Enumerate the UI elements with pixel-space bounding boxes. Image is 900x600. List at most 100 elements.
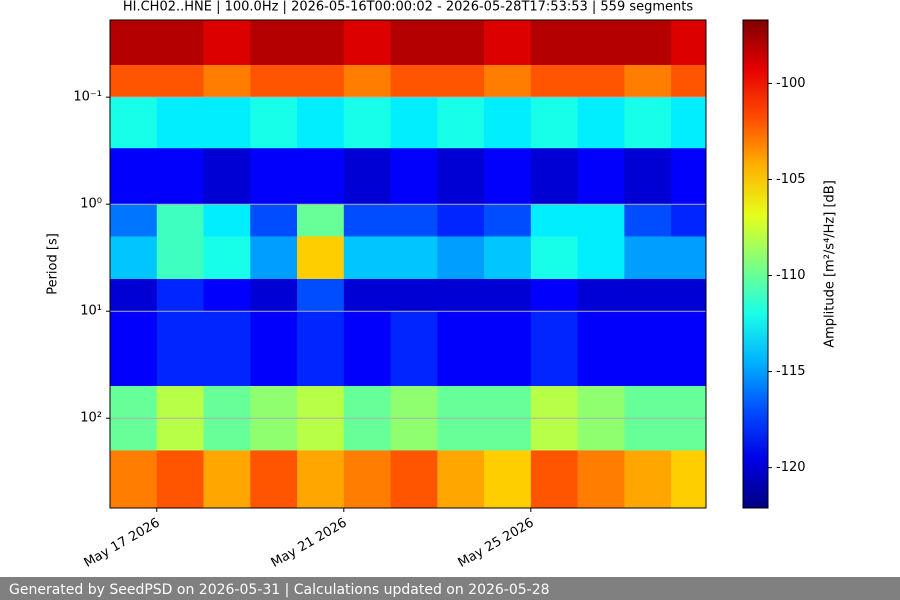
heatmap-cell <box>671 450 707 509</box>
heatmap-cell <box>437 279 485 312</box>
heatmap-cell <box>343 236 392 280</box>
heatmap-cell <box>343 311 392 387</box>
heatmap-cell <box>484 279 532 312</box>
heatmap-cell <box>437 64 485 98</box>
heatmap-cell <box>343 204 392 237</box>
chart-title: HI.CH02..HNE | 100.0Hz | 2026-05-16T00:0… <box>123 0 694 15</box>
heatmap-cell <box>110 20 158 66</box>
heatmap-cell <box>390 97 438 149</box>
heatmap-cell <box>297 97 345 149</box>
heatmap-cell <box>577 97 625 149</box>
heatmap-cell <box>110 311 158 387</box>
x-tick-label: May 17 2026 <box>82 516 163 571</box>
heatmap-cell <box>671 279 707 312</box>
y-tick-label: 10¹ <box>80 304 102 319</box>
heatmap-cell <box>343 279 392 312</box>
heatmap-cell <box>110 450 158 509</box>
heatmap-cell <box>203 148 251 205</box>
heatmap-cell <box>156 204 205 237</box>
heatmap-cell <box>343 20 392 66</box>
heatmap-cell <box>624 20 672 66</box>
heatmap-cell <box>577 450 625 509</box>
heatmap-cell <box>671 148 707 205</box>
heatmap-cell <box>156 311 205 387</box>
heatmap-cell <box>156 97 205 149</box>
y-tick-label: 10² <box>80 411 102 426</box>
heatmap-cell <box>624 311 672 387</box>
heatmap-cell <box>250 20 298 66</box>
heatmap-cell <box>250 148 298 205</box>
heatmap-cell <box>297 148 345 205</box>
heatmap-cell <box>110 204 158 237</box>
heatmap-cell <box>437 450 485 509</box>
heatmap-cell <box>530 20 579 66</box>
heatmap-cell <box>671 311 707 387</box>
heatmap-cell <box>297 279 345 312</box>
heatmap-cell <box>484 148 532 205</box>
heatmap-cell <box>110 236 158 280</box>
colorbar <box>742 19 769 509</box>
heatmap-cell <box>530 204 579 237</box>
heatmap-cell <box>343 148 392 205</box>
heatmap-cell <box>671 64 707 98</box>
heatmap-cell <box>390 279 438 312</box>
heatmap-cell <box>624 148 672 205</box>
heatmap-cell <box>530 236 579 280</box>
heatmap-cell <box>624 97 672 149</box>
heatmap-cell <box>530 97 579 149</box>
heatmap-cell <box>250 97 298 149</box>
heatmap-cell <box>343 450 392 509</box>
heatmap-cell <box>437 204 485 237</box>
heatmap-cell <box>437 20 485 66</box>
heatmap-cell <box>437 148 485 205</box>
heatmap-cell <box>671 204 707 237</box>
heatmap-cell <box>577 148 625 205</box>
heatmap-cell <box>250 236 298 280</box>
heatmap-cell <box>530 311 579 387</box>
heatmap-cell <box>250 311 298 387</box>
heatmap-cell <box>203 450 251 509</box>
heatmap-cell <box>671 20 707 66</box>
heatmap-cell <box>343 97 392 149</box>
heatmap-cell <box>484 450 532 509</box>
heatmap-cell <box>530 450 579 509</box>
heatmap-cell <box>530 64 579 98</box>
heatmap-cell <box>156 148 205 205</box>
heatmap-cell <box>156 450 205 509</box>
heatmap-cell <box>437 236 485 280</box>
heatmap-cell <box>297 236 345 280</box>
heatmap-cell <box>577 236 625 280</box>
heatmap-cell <box>484 236 532 280</box>
heatmap-cell <box>671 236 707 280</box>
heatmap-cell <box>297 311 345 387</box>
colorbar-tick-label: -105 <box>776 172 806 187</box>
heatmap-cell <box>156 279 205 312</box>
colorbar-tick-label: -120 <box>776 460 806 475</box>
heatmap-cell <box>390 64 438 98</box>
heatmap-cell <box>530 279 579 312</box>
heatmap-cell <box>577 64 625 98</box>
heatmap-cell <box>156 20 205 66</box>
heatmap-cell <box>343 64 392 98</box>
heatmap-cell <box>437 311 485 387</box>
heatmap-cell <box>484 64 532 98</box>
colorbar-tick-label: -110 <box>776 268 806 283</box>
heatmap-cell <box>624 236 672 280</box>
heatmap-cell <box>390 236 438 280</box>
heatmap-cell <box>250 204 298 237</box>
y-axis-label: Period [s] <box>46 233 61 295</box>
heatmap-cell <box>203 20 251 66</box>
heatmap-cell <box>484 20 532 66</box>
heatmap-cell <box>577 311 625 387</box>
heatmap-cell <box>297 450 345 509</box>
x-tick-label: May 21 2026 <box>269 516 350 571</box>
heatmap-cell <box>624 204 672 237</box>
heatmap-cell <box>110 148 158 205</box>
heatmap-cell <box>390 20 438 66</box>
heatmap-cell <box>297 20 345 66</box>
heatmap-cell <box>203 279 251 312</box>
y-tick-label: 10⁻¹ <box>73 90 102 105</box>
heatmap-cell <box>203 236 251 280</box>
heatmap-cell <box>390 311 438 387</box>
